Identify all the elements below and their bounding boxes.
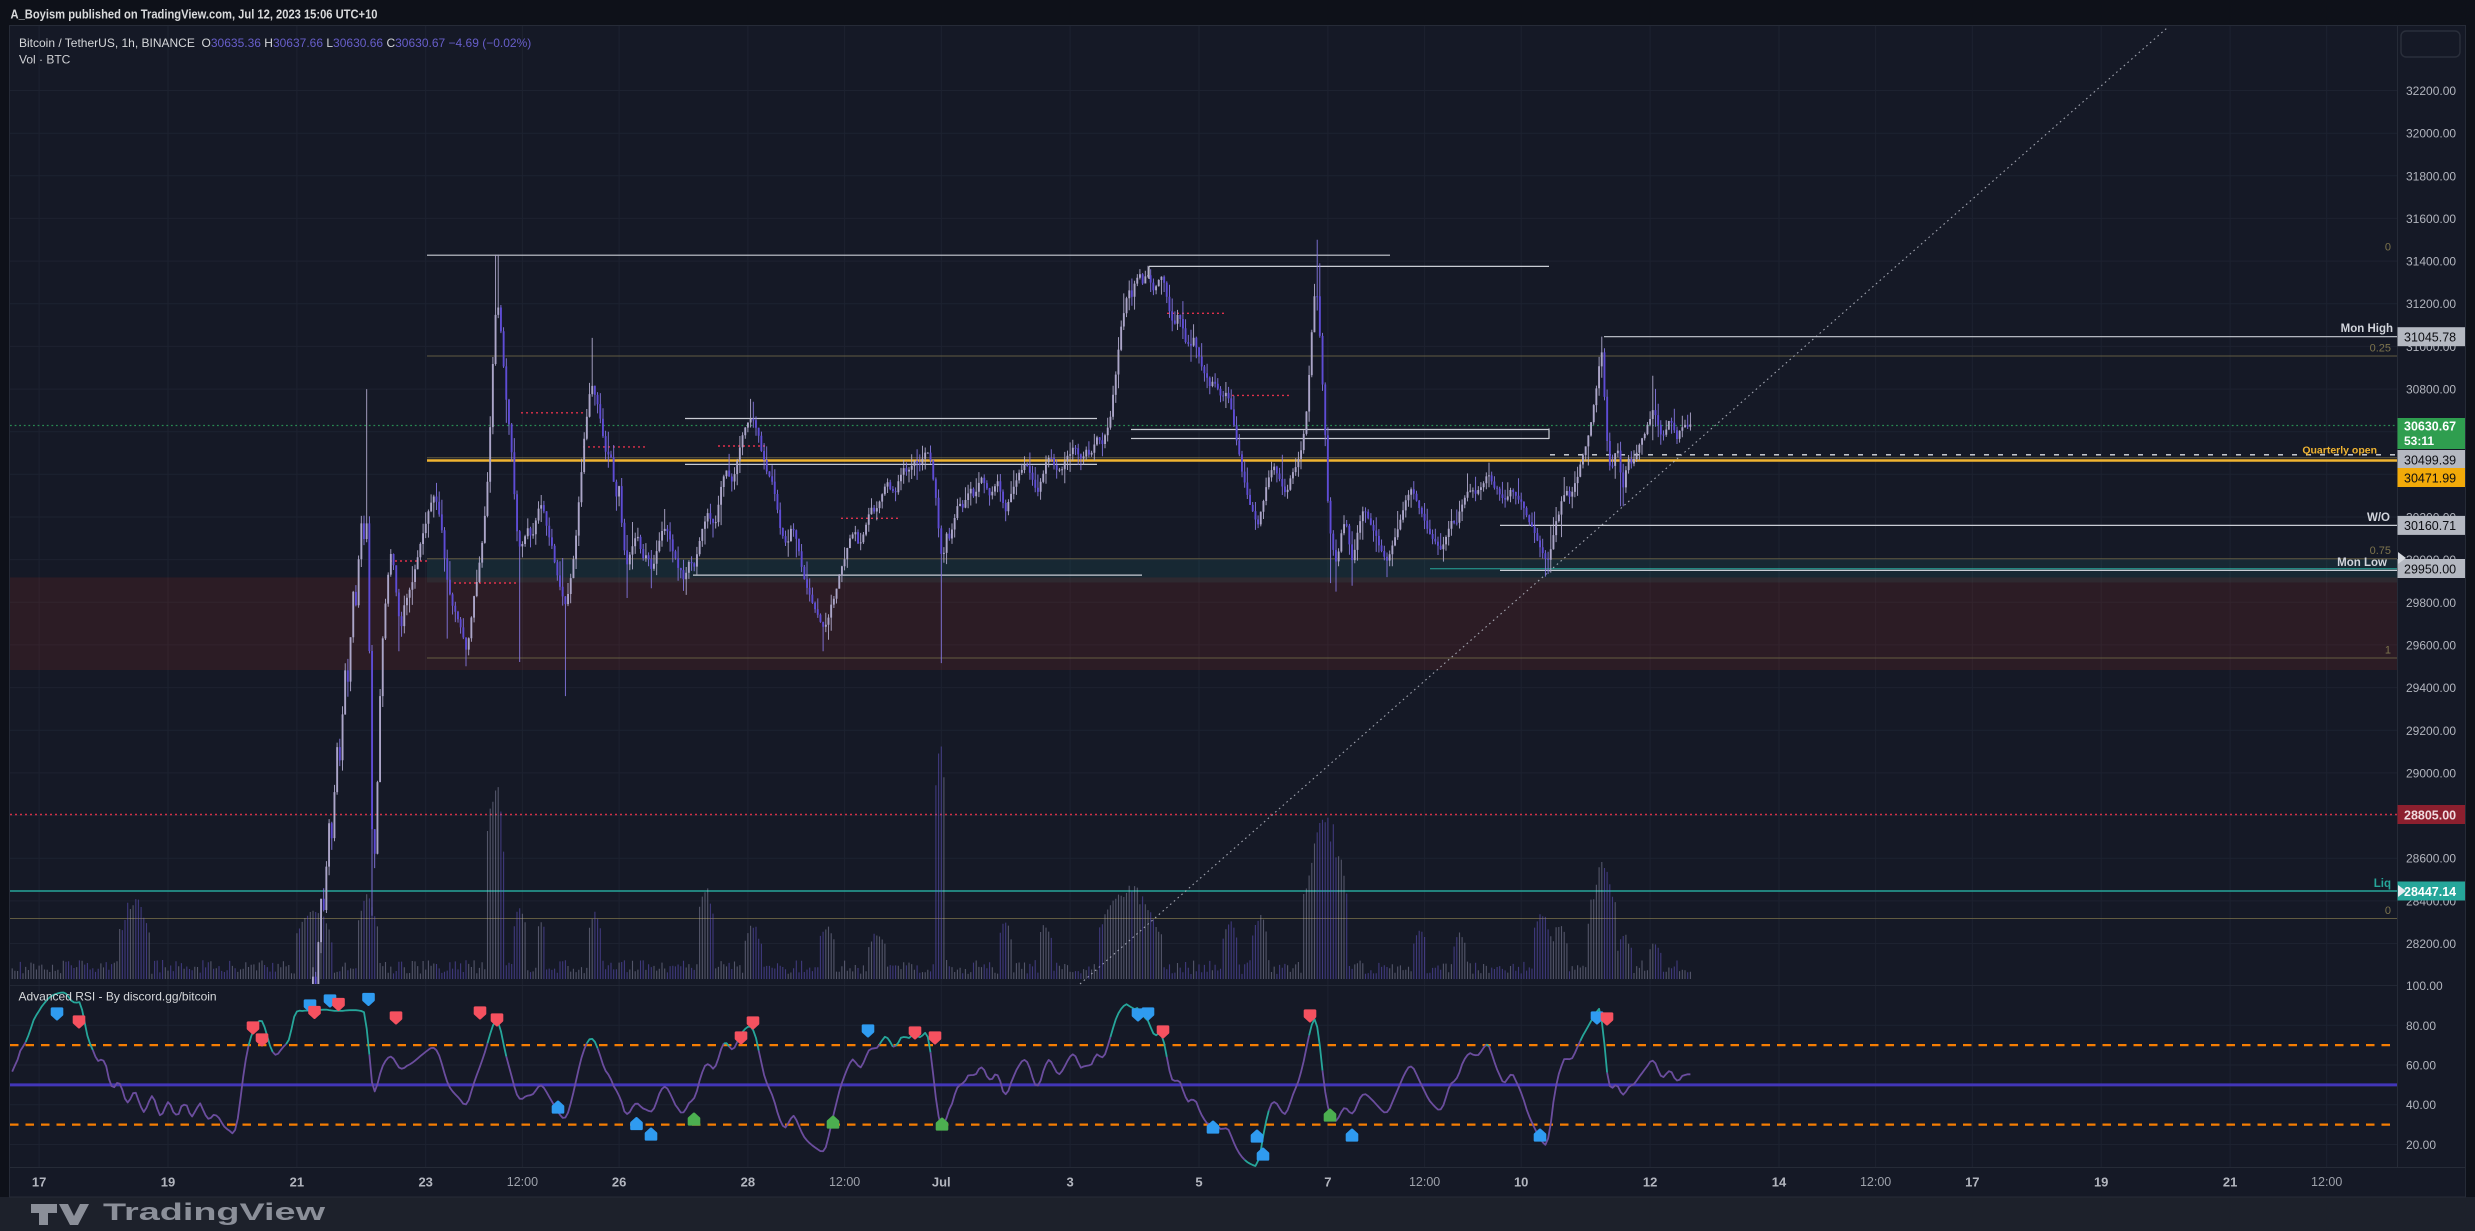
svg-text:5: 5 — [1195, 1175, 1202, 1190]
svg-text:10: 10 — [1514, 1175, 1528, 1190]
svg-text:Bitcoin / TetherUS, 1h, BINANC: Bitcoin / TetherUS, 1h, BINANCE O30635.3… — [19, 36, 531, 50]
svg-text:23: 23 — [418, 1175, 432, 1190]
svg-text:31600.00: 31600.00 — [2406, 212, 2456, 226]
svg-text:29600.00: 29600.00 — [2406, 638, 2456, 652]
svg-text:30800.00: 30800.00 — [2406, 383, 2456, 397]
svg-text:12: 12 — [1643, 1175, 1657, 1190]
svg-text:31200.00: 31200.00 — [2406, 297, 2456, 311]
svg-text:17: 17 — [1965, 1175, 1979, 1190]
svg-text:29400.00: 29400.00 — [2406, 681, 2456, 695]
svg-text:1: 1 — [2385, 645, 2391, 657]
svg-text:3: 3 — [1066, 1175, 1073, 1190]
svg-text:30499.39: 30499.39 — [2404, 453, 2456, 467]
svg-text:29800.00: 29800.00 — [2406, 596, 2456, 610]
svg-text:28805.00: 28805.00 — [2404, 808, 2456, 822]
svg-text:Jul: Jul — [932, 1175, 951, 1190]
svg-text:31400.00: 31400.00 — [2406, 255, 2456, 269]
svg-text:29200.00: 29200.00 — [2406, 724, 2456, 738]
svg-text:32200.00: 32200.00 — [2406, 84, 2456, 98]
svg-text:A_Boyism published on TradingV: A_Boyism published on TradingView.com, J… — [11, 7, 378, 22]
svg-text:0: 0 — [2385, 905, 2391, 917]
svg-text:Quarterly open: Quarterly open — [2302, 445, 2377, 457]
svg-text:60.00: 60.00 — [2406, 1059, 2436, 1073]
svg-text:14: 14 — [1772, 1175, 1787, 1190]
svg-text:28600.00: 28600.00 — [2406, 852, 2456, 866]
svg-text:12:00: 12:00 — [507, 1175, 538, 1189]
svg-text:32000.00: 32000.00 — [2406, 127, 2456, 141]
svg-text:30471.99: 30471.99 — [2404, 471, 2456, 485]
svg-text:12:00: 12:00 — [1409, 1175, 1440, 1189]
svg-text:0: 0 — [2385, 242, 2391, 254]
svg-text:31800.00: 31800.00 — [2406, 169, 2456, 183]
svg-text:40.00: 40.00 — [2406, 1098, 2436, 1112]
svg-text:12:00: 12:00 — [1860, 1175, 1891, 1189]
svg-text:Vol · BTC: Vol · BTC — [19, 53, 71, 67]
svg-text:21: 21 — [290, 1175, 304, 1190]
svg-text:28200.00: 28200.00 — [2406, 937, 2456, 951]
svg-text:Mon High: Mon High — [2341, 323, 2393, 335]
svg-text:20.00: 20.00 — [2406, 1138, 2436, 1152]
svg-text:28: 28 — [741, 1175, 755, 1190]
svg-text:7: 7 — [1324, 1175, 1331, 1190]
svg-text:Liq: Liq — [2374, 878, 2391, 890]
svg-text:29950.00: 29950.00 — [2404, 562, 2456, 576]
svg-text:Advanced RSI - By discord.gg/b: Advanced RSI - By discord.gg/bitcoin — [19, 990, 217, 1004]
svg-text:19: 19 — [161, 1175, 175, 1190]
svg-text:29000.00: 29000.00 — [2406, 766, 2456, 780]
svg-text:TradingView: TradingView — [103, 1199, 326, 1226]
svg-text:31045.78: 31045.78 — [2404, 331, 2456, 345]
svg-text:53:11: 53:11 — [2404, 434, 2434, 448]
svg-text:0.25: 0.25 — [2370, 343, 2391, 355]
svg-text:28447.14: 28447.14 — [2404, 885, 2456, 899]
svg-text:17: 17 — [32, 1175, 46, 1190]
svg-text:W/O: W/O — [2367, 512, 2390, 524]
svg-text:Mon Low: Mon Low — [2337, 557, 2387, 569]
svg-text:30160.71: 30160.71 — [2404, 519, 2456, 533]
svg-text:0.75: 0.75 — [2370, 545, 2391, 557]
svg-text:100.00: 100.00 — [2406, 979, 2443, 993]
svg-text:19: 19 — [2094, 1175, 2108, 1190]
svg-text:80.00: 80.00 — [2406, 1019, 2436, 1033]
svg-text:21: 21 — [2223, 1175, 2237, 1190]
svg-text:12:00: 12:00 — [2311, 1175, 2342, 1189]
svg-text:26: 26 — [612, 1175, 626, 1190]
svg-text:12:00: 12:00 — [829, 1175, 860, 1189]
svg-text:30630.67: 30630.67 — [2404, 420, 2456, 434]
